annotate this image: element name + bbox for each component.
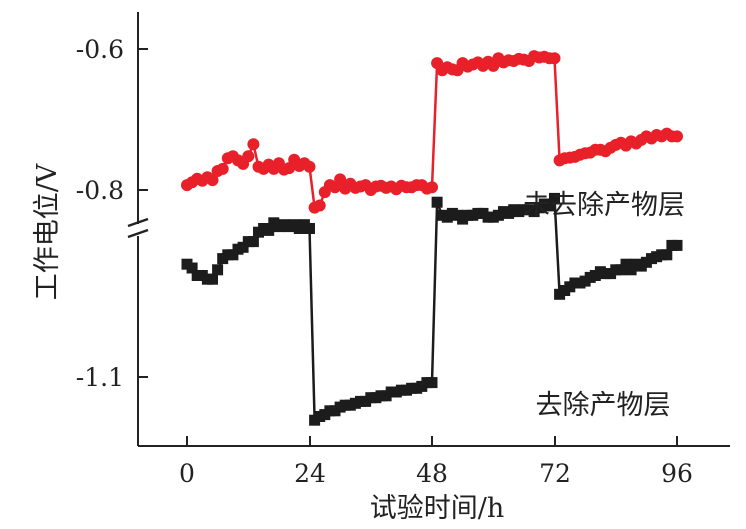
y-tick-label: -0.8 (76, 176, 124, 205)
data-point (334, 173, 347, 186)
data-point (247, 138, 260, 151)
data-point (426, 377, 438, 389)
data-point (242, 150, 255, 163)
data-point (671, 130, 683, 143)
data-point (247, 236, 259, 248)
x-tick-label: 72 (539, 459, 571, 488)
data-point (548, 52, 561, 65)
x-tick-label: 24 (294, 459, 326, 488)
y-tick-label: -0.6 (76, 35, 124, 64)
series-label-untreated: 未去除产物层 (523, 190, 685, 221)
series-1 (181, 192, 683, 426)
data-point (207, 273, 218, 285)
x-tick-group: 0 24 48 72 96 (179, 436, 693, 488)
data-point (625, 264, 637, 276)
x-tick-label: 48 (416, 459, 448, 488)
data-point (212, 264, 224, 276)
y-axis-title: 工作电位/V (32, 163, 63, 300)
data-point (227, 249, 239, 261)
data-point (543, 200, 555, 212)
data-point (313, 199, 326, 212)
plot-area (181, 50, 683, 426)
data-point (620, 258, 632, 270)
x-tick-label: 96 (661, 459, 693, 488)
data-point (216, 162, 229, 175)
data-point (431, 196, 443, 208)
axis-break-mark (127, 217, 149, 239)
series-0 (181, 50, 683, 214)
y-tick-group: -0.6 -0.8 -1.1 (76, 35, 148, 392)
data-point (206, 174, 219, 187)
data-point (426, 181, 438, 194)
data-point (237, 241, 249, 253)
series-label-treated: 去除产物层 (536, 390, 671, 421)
data-point (304, 223, 315, 234)
data-point (661, 249, 673, 261)
data-point (263, 224, 275, 236)
x-axis-title: 试验时间/h (370, 493, 505, 524)
data-point (549, 192, 560, 204)
data-point (615, 264, 627, 276)
data-point (671, 239, 683, 251)
x-tick-label: 0 (179, 459, 195, 488)
y-tick-label: -1.1 (76, 363, 124, 392)
data-point (186, 262, 198, 274)
data-point (303, 160, 316, 173)
